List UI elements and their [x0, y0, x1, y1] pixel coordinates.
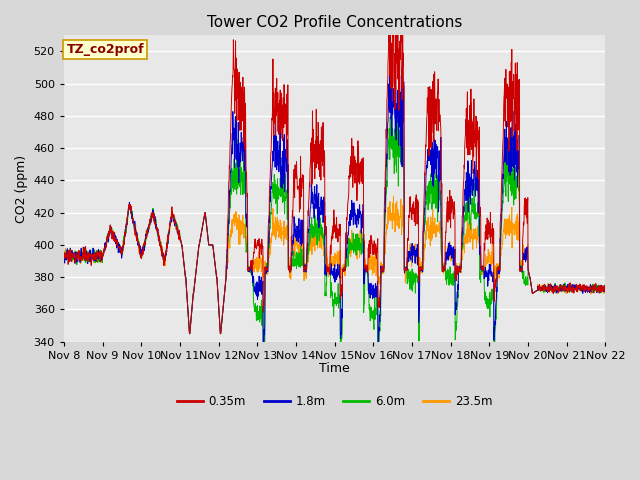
23.5m: [487, 255, 495, 261]
23.5m: [324, 255, 332, 261]
6.0m: [324, 266, 332, 272]
23.5m: [390, 193, 397, 199]
23.5m: [586, 288, 594, 294]
0.35m: [324, 264, 332, 270]
Text: TZ_co2prof: TZ_co2prof: [67, 43, 144, 56]
Line: 0.35m: 0.35m: [64, 4, 605, 334]
Legend: 0.35m, 1.8m, 6.0m, 23.5m: 0.35m, 1.8m, 6.0m, 23.5m: [172, 391, 497, 413]
1.8m: [586, 285, 594, 291]
23.5m: [586, 287, 594, 292]
6.0m: [259, 373, 267, 379]
0.35m: [586, 287, 594, 292]
6.0m: [602, 282, 609, 288]
23.5m: [309, 243, 317, 249]
6.0m: [487, 301, 495, 307]
0.35m: [602, 284, 609, 290]
6.0m: [586, 285, 594, 291]
0.35m: [586, 283, 594, 289]
1.8m: [586, 288, 594, 294]
Title: Tower CO2 Profile Concentrations: Tower CO2 Profile Concentrations: [207, 15, 462, 30]
1.8m: [487, 262, 495, 267]
X-axis label: Time: Time: [319, 362, 350, 375]
23.5m: [186, 331, 193, 336]
6.0m: [309, 224, 317, 229]
1.8m: [88, 257, 95, 263]
0.35m: [309, 133, 317, 139]
1.8m: [602, 290, 609, 296]
1.8m: [324, 266, 332, 272]
23.5m: [88, 254, 95, 260]
Line: 6.0m: 6.0m: [64, 108, 605, 376]
23.5m: [60, 256, 68, 262]
0.35m: [88, 253, 95, 259]
0.35m: [60, 248, 68, 254]
1.8m: [386, 64, 394, 70]
0.35m: [397, 1, 405, 7]
1.8m: [60, 250, 68, 256]
6.0m: [60, 252, 68, 258]
0.35m: [186, 331, 193, 336]
23.5m: [602, 286, 609, 291]
Line: 23.5m: 23.5m: [64, 196, 605, 334]
0.35m: [487, 240, 495, 246]
6.0m: [586, 286, 594, 292]
Line: 1.8m: 1.8m: [64, 67, 605, 353]
Y-axis label: CO2 (ppm): CO2 (ppm): [15, 155, 28, 223]
1.8m: [260, 350, 268, 356]
6.0m: [394, 105, 401, 110]
1.8m: [309, 192, 317, 198]
6.0m: [88, 256, 95, 262]
